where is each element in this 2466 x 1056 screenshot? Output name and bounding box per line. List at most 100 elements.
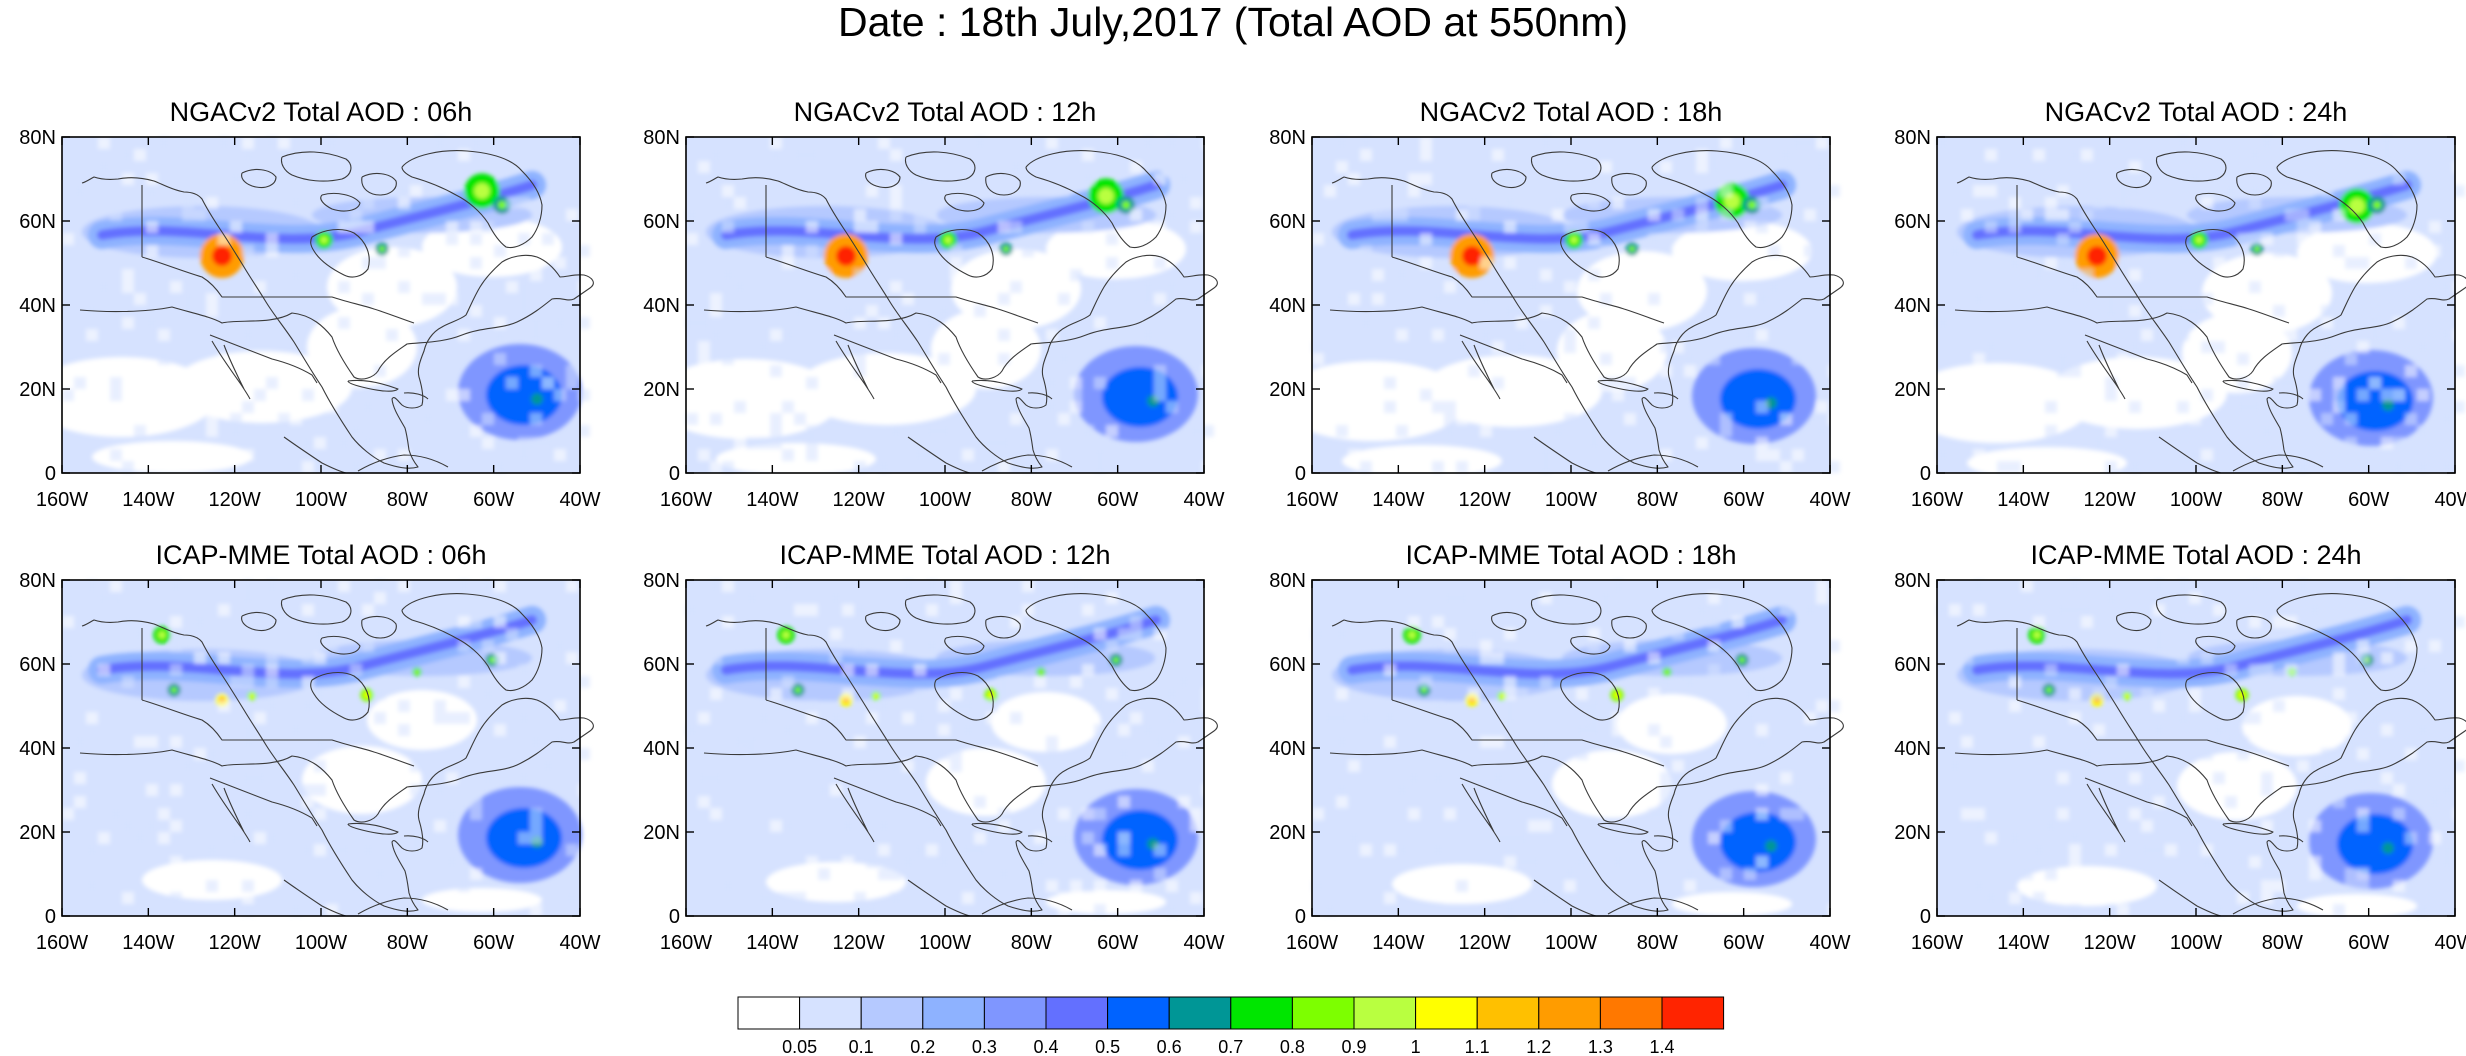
lon-tick-label: 60W xyxy=(473,489,514,511)
colorbar-label: 0.4 xyxy=(1033,1037,1058,1056)
grid-cell xyxy=(2453,185,2465,197)
hotspot xyxy=(498,201,506,209)
grid-cell xyxy=(698,317,710,329)
grid-cell xyxy=(722,377,734,389)
grid-cell xyxy=(1504,197,1516,209)
grid-cell xyxy=(1384,664,1396,676)
grid-cell xyxy=(914,449,926,461)
grid-cell xyxy=(1816,197,1828,209)
grid-cell xyxy=(2117,257,2129,269)
grid-cell xyxy=(1552,197,1564,209)
grid-cell xyxy=(326,137,338,149)
grid-cell xyxy=(482,317,494,329)
colorbar-swatch xyxy=(1599,996,1663,1030)
grid-cell xyxy=(506,197,518,209)
grid-cell xyxy=(2033,844,2045,856)
grid-cell xyxy=(1576,221,1588,233)
grid-cell xyxy=(1420,676,1432,688)
lat-tick-label: 80N xyxy=(1269,570,1306,592)
grid-cell xyxy=(326,904,338,916)
grid-cell xyxy=(1202,700,1214,712)
grid-cell xyxy=(1564,329,1576,341)
grid-cell xyxy=(62,808,74,820)
grid-cell xyxy=(2213,724,2225,736)
grid-cell xyxy=(782,245,794,257)
grid-cell xyxy=(1756,724,1768,736)
panel-title: NGACv2 Total AOD : 06h xyxy=(170,97,473,127)
coastlines xyxy=(1954,593,2466,917)
grid-cell xyxy=(842,820,854,832)
grid-cell xyxy=(1973,449,1985,461)
grid-cell xyxy=(122,616,134,628)
grid-cell xyxy=(446,712,458,724)
grid-cell xyxy=(170,640,182,652)
grid-cell xyxy=(2309,329,2321,341)
grid-cell xyxy=(1973,808,1985,820)
grid-cell xyxy=(1720,209,1732,221)
grid-cell xyxy=(1696,724,1708,736)
cuba-coastline xyxy=(971,822,1053,843)
grid-cell xyxy=(758,437,770,449)
cuba-coastline xyxy=(1597,379,1679,400)
grid-cell xyxy=(1660,449,1672,461)
grid-cell xyxy=(1564,868,1576,880)
grid-cell xyxy=(1492,173,1504,185)
grid-cell xyxy=(2453,401,2465,413)
grid-cell xyxy=(806,700,818,712)
grid-cell xyxy=(2045,628,2057,640)
grid-cell xyxy=(2333,664,2345,676)
grid-cell xyxy=(1576,700,1588,712)
hotspot xyxy=(1039,670,1043,674)
grid-cell xyxy=(1528,856,1540,868)
grid-cell xyxy=(1648,233,1660,245)
grid-cell xyxy=(2417,389,2429,401)
grid-cell xyxy=(1202,365,1214,377)
grid-cell xyxy=(254,377,266,389)
grid-cell xyxy=(530,437,542,449)
grid-cell xyxy=(2345,257,2357,269)
grid-cell xyxy=(878,616,890,628)
grid-cell xyxy=(566,209,578,221)
grid-cell xyxy=(122,317,134,329)
grid-cell xyxy=(398,293,410,305)
grid-cell xyxy=(1961,808,1973,820)
grid-cell xyxy=(578,784,590,796)
grid-cell xyxy=(2381,149,2393,161)
grid-cell xyxy=(1816,425,1828,437)
grid-cell xyxy=(2273,245,2285,257)
grid-cell xyxy=(806,437,818,449)
grid-cell xyxy=(770,688,782,700)
grid-cell xyxy=(2357,652,2369,664)
grid-cell xyxy=(518,712,530,724)
greenland-coastline xyxy=(1025,593,1167,692)
grid-cell xyxy=(2153,724,2165,736)
baja-coastline xyxy=(1461,783,1501,843)
grid-cell xyxy=(1624,413,1636,425)
grid-cell xyxy=(2309,856,2321,868)
baja-coastline xyxy=(2086,783,2126,843)
grid-cell xyxy=(230,832,242,844)
grid-cell xyxy=(1348,832,1360,844)
lon-tick-label: 140W xyxy=(746,932,798,954)
central-america-coastline xyxy=(283,436,347,474)
grid-cell xyxy=(290,197,302,209)
hotspot xyxy=(1748,201,1756,209)
grid-cell xyxy=(1540,676,1552,688)
grid-cell xyxy=(314,808,326,820)
hotspot xyxy=(1629,246,1635,252)
lat-tick-label: 20N xyxy=(1269,379,1306,401)
grid-cell xyxy=(1420,149,1432,161)
grid-cell xyxy=(2069,365,2081,377)
grid-cell xyxy=(218,604,230,616)
grid-cell xyxy=(1178,676,1190,688)
grid-cell xyxy=(782,580,794,592)
grid-cell xyxy=(2273,353,2285,365)
grid-cell xyxy=(470,257,482,269)
grid-cell xyxy=(2333,245,2345,257)
grid-cell xyxy=(1528,281,1540,293)
grid-cell xyxy=(1696,712,1708,724)
colorbar-swatch xyxy=(1415,996,1478,1030)
grid-cell xyxy=(1396,329,1408,341)
grid-cell xyxy=(770,425,782,437)
grid-cell xyxy=(338,437,350,449)
